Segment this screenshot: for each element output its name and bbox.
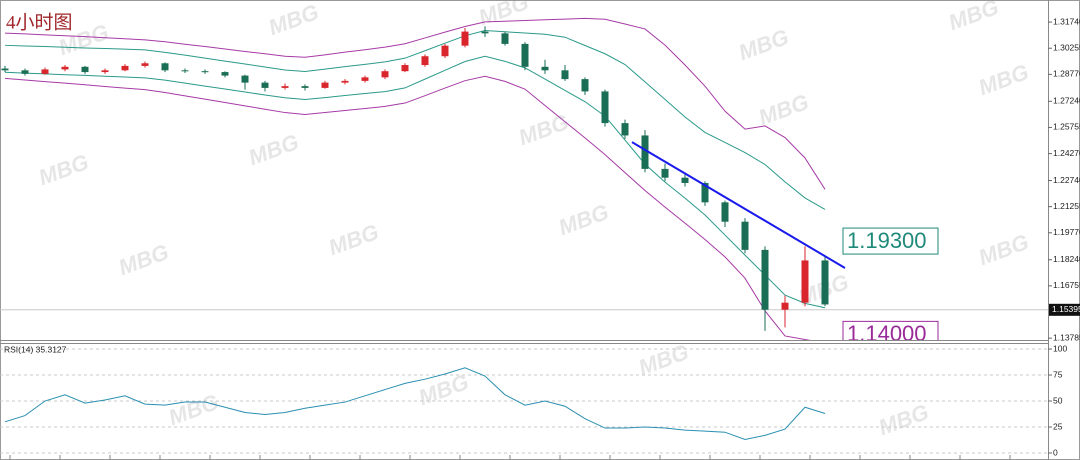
candle-body bbox=[221, 72, 229, 76]
candle-body bbox=[681, 177, 689, 183]
watermark: MBG bbox=[945, 0, 1002, 35]
candle-body bbox=[301, 86, 309, 88]
watermark: MBG bbox=[635, 339, 692, 380]
y-tick-label: 1.24270 bbox=[1053, 148, 1080, 158]
y-tick-label: 1.30255 bbox=[1053, 42, 1080, 52]
watermark: MBG bbox=[245, 129, 302, 170]
y-tick-label: 1.25755 bbox=[1053, 122, 1080, 132]
candle-body bbox=[761, 249, 769, 310]
candle-body bbox=[421, 56, 429, 66]
y-tick-label: 1.21255 bbox=[1053, 201, 1080, 211]
y-tick-label: 1.19770 bbox=[1053, 227, 1080, 237]
candle-body bbox=[721, 202, 729, 222]
watermark: MBG bbox=[975, 59, 1032, 100]
rsi-line bbox=[4, 367, 826, 441]
candle-body bbox=[321, 82, 329, 88]
level-label: 1.14000 bbox=[847, 321, 927, 346]
candle-body bbox=[741, 221, 749, 250]
watermark: MBG bbox=[35, 149, 92, 190]
candle-body bbox=[441, 45, 449, 57]
candle-body bbox=[281, 86, 289, 88]
chart-title: 4小时图 bbox=[6, 11, 73, 33]
y-tick-label: 1.22740 bbox=[1053, 175, 1080, 185]
level-label: 1.19300 bbox=[847, 228, 927, 253]
candle-body bbox=[661, 168, 669, 178]
candle-body bbox=[261, 82, 269, 88]
candle-body bbox=[61, 66, 69, 70]
band-line bbox=[4, 55, 826, 309]
candle-body bbox=[541, 66, 549, 71]
candle-body bbox=[21, 70, 29, 74]
candle-body bbox=[561, 70, 569, 80]
candle-body bbox=[521, 43, 529, 67]
candle-body bbox=[161, 63, 169, 71]
candle-body bbox=[401, 65, 409, 72]
y-tick-label: 50 bbox=[1053, 395, 1063, 405]
candle-body bbox=[581, 79, 589, 92]
level-box bbox=[842, 227, 939, 255]
watermark: MBG bbox=[875, 399, 932, 440]
candle-body bbox=[341, 80, 349, 83]
candle-body bbox=[601, 91, 609, 124]
candle-body bbox=[101, 70, 109, 73]
band-line bbox=[4, 17, 826, 190]
watermark: MBG bbox=[735, 24, 792, 65]
candle-body bbox=[241, 75, 249, 83]
candle-body bbox=[41, 69, 49, 74]
y-tick-label: 1.18240 bbox=[1053, 254, 1080, 264]
band-line bbox=[4, 30, 826, 210]
level-box bbox=[842, 320, 939, 340]
candle-body bbox=[821, 260, 829, 305]
y-tick-label: 1.13785 bbox=[1053, 332, 1080, 342]
candle-body bbox=[481, 31, 489, 34]
last-price-box bbox=[1049, 303, 1080, 316]
y-tick-label: 1.16755 bbox=[1053, 280, 1080, 290]
rsi-title: RSI(14) 35.3127 bbox=[4, 344, 67, 354]
y-tick-label: 1.31740 bbox=[1053, 16, 1080, 26]
y-tick-label: 100 bbox=[1053, 343, 1067, 353]
watermark: MBG bbox=[975, 229, 1032, 270]
candle-body bbox=[461, 31, 469, 46]
y-tick-label: 0 bbox=[1053, 447, 1058, 457]
watermark: MBG bbox=[265, 0, 322, 40]
watermark: MBG bbox=[325, 219, 382, 260]
candle-body bbox=[121, 65, 129, 71]
y-tick-label: 1.28770 bbox=[1053, 69, 1080, 79]
candle-body bbox=[701, 182, 709, 203]
watermark: MBG bbox=[515, 109, 572, 150]
watermark: MBG bbox=[755, 89, 812, 130]
candle-body bbox=[141, 63, 149, 66]
candle-body bbox=[1, 68, 9, 71]
candle-body bbox=[501, 33, 509, 44]
watermark: MBG bbox=[475, 0, 532, 30]
candle-body bbox=[781, 302, 789, 310]
last-price-label: 1.15395 bbox=[1052, 304, 1080, 314]
candle-body bbox=[201, 71, 209, 73]
candle-body bbox=[621, 123, 629, 136]
watermark: MBG bbox=[165, 389, 222, 430]
candle-body bbox=[801, 260, 809, 303]
y-tick-label: 75 bbox=[1053, 369, 1063, 379]
watermark: MBG bbox=[115, 239, 172, 280]
candle-body bbox=[381, 71, 389, 78]
candle-body bbox=[641, 135, 649, 169]
y-tick-label: 25 bbox=[1053, 421, 1063, 431]
candle-body bbox=[181, 70, 189, 72]
trendline bbox=[631, 141, 846, 269]
y-tick-label: 1.27240 bbox=[1053, 96, 1080, 106]
watermark: MBG bbox=[555, 199, 612, 240]
band-line bbox=[4, 75, 811, 340]
candle-body bbox=[81, 66, 89, 73]
candle-body bbox=[361, 77, 369, 81]
